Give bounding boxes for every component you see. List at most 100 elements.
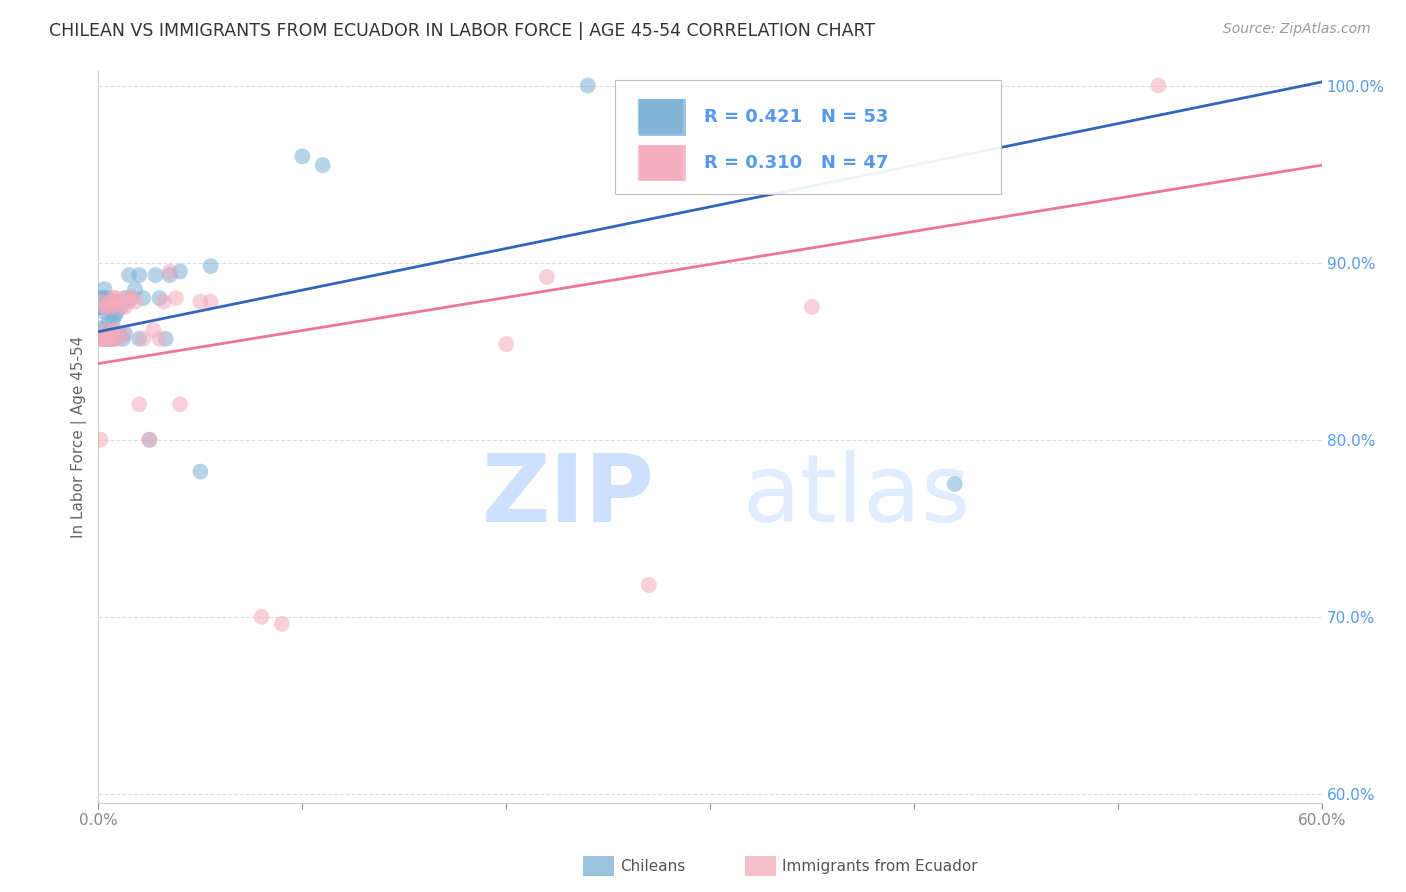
Point — [89, 300, 111, 314]
Point — [149, 291, 172, 305]
Text: R = 0.310   N = 47: R = 0.310 N = 47 — [704, 153, 889, 172]
Point — [101, 332, 124, 346]
Point — [155, 332, 177, 346]
Point — [101, 300, 124, 314]
Point — [115, 291, 138, 305]
Point — [110, 300, 132, 314]
Text: Chileans: Chileans — [620, 859, 685, 873]
Point — [96, 300, 118, 314]
Point — [152, 294, 174, 309]
Point — [104, 294, 127, 309]
Point — [97, 330, 120, 344]
Point — [124, 282, 146, 296]
Point — [145, 268, 167, 282]
Point — [91, 294, 114, 309]
Point — [91, 332, 114, 346]
Point — [104, 291, 127, 305]
Point — [100, 294, 122, 309]
Point — [89, 300, 111, 314]
Point — [801, 300, 824, 314]
Point — [89, 433, 111, 447]
Point — [105, 305, 128, 319]
Text: CHILEAN VS IMMIGRANTS FROM ECUADOR IN LABOR FORCE | AGE 45-54 CORRELATION CHART: CHILEAN VS IMMIGRANTS FROM ECUADOR IN LA… — [49, 22, 876, 40]
Point — [114, 300, 136, 314]
Point — [101, 314, 124, 328]
Text: ZIP: ZIP — [482, 450, 655, 541]
FancyBboxPatch shape — [640, 99, 686, 136]
Point — [96, 332, 118, 346]
FancyBboxPatch shape — [614, 80, 1001, 194]
Point — [118, 268, 141, 282]
Point — [97, 332, 120, 346]
Point — [159, 268, 181, 282]
Text: Source: ZipAtlas.com: Source: ZipAtlas.com — [1223, 22, 1371, 37]
Point — [108, 332, 131, 346]
FancyBboxPatch shape — [640, 145, 686, 181]
Point — [91, 300, 114, 314]
Point — [120, 291, 142, 305]
Point — [188, 294, 212, 309]
Point — [89, 332, 111, 346]
Point — [93, 282, 115, 296]
Point — [100, 332, 122, 346]
Point — [89, 291, 111, 305]
Point — [138, 433, 160, 447]
Point — [93, 305, 115, 319]
Point — [97, 332, 120, 346]
Point — [169, 264, 191, 278]
Point — [149, 332, 172, 346]
Point — [188, 465, 212, 479]
Point — [1147, 78, 1170, 93]
Text: atlas: atlas — [742, 450, 972, 541]
Point — [100, 332, 122, 346]
Point — [124, 294, 146, 309]
Point — [142, 323, 165, 337]
Point — [100, 294, 122, 309]
Point — [270, 616, 294, 631]
Point — [96, 300, 118, 314]
Point — [91, 332, 114, 346]
Point — [138, 433, 160, 447]
Point — [111, 332, 134, 346]
Point — [91, 291, 114, 305]
Point — [104, 309, 127, 323]
Point — [104, 291, 127, 305]
FancyBboxPatch shape — [637, 98, 683, 134]
Point — [132, 291, 155, 305]
Text: Immigrants from Ecuador: Immigrants from Ecuador — [782, 859, 977, 873]
Point — [165, 291, 187, 305]
Point — [128, 268, 150, 282]
Point — [93, 300, 115, 314]
Point — [114, 291, 136, 305]
Point — [93, 332, 115, 346]
Point — [91, 294, 114, 309]
Point — [110, 300, 132, 314]
Point — [100, 332, 122, 346]
Point — [159, 264, 181, 278]
Point — [638, 578, 661, 592]
Point — [169, 397, 191, 411]
Point — [291, 149, 314, 163]
Point — [105, 294, 128, 309]
Point — [943, 477, 966, 491]
Y-axis label: In Labor Force | Age 45-54: In Labor Force | Age 45-54 — [72, 336, 87, 538]
Point — [93, 332, 115, 346]
Point — [200, 294, 222, 309]
Point — [132, 332, 155, 346]
Point — [97, 314, 120, 328]
Point — [114, 326, 136, 341]
Point — [93, 323, 115, 337]
Point — [97, 332, 120, 346]
Point — [128, 397, 150, 411]
Point — [97, 332, 120, 346]
Point — [536, 269, 558, 284]
Point — [96, 291, 118, 305]
Point — [93, 300, 115, 314]
Point — [250, 610, 273, 624]
Text: R = 0.421   N = 53: R = 0.421 N = 53 — [704, 108, 889, 126]
Point — [89, 321, 111, 335]
Point — [120, 291, 142, 305]
Point — [495, 337, 517, 351]
Point — [111, 326, 134, 341]
Point — [200, 259, 222, 273]
